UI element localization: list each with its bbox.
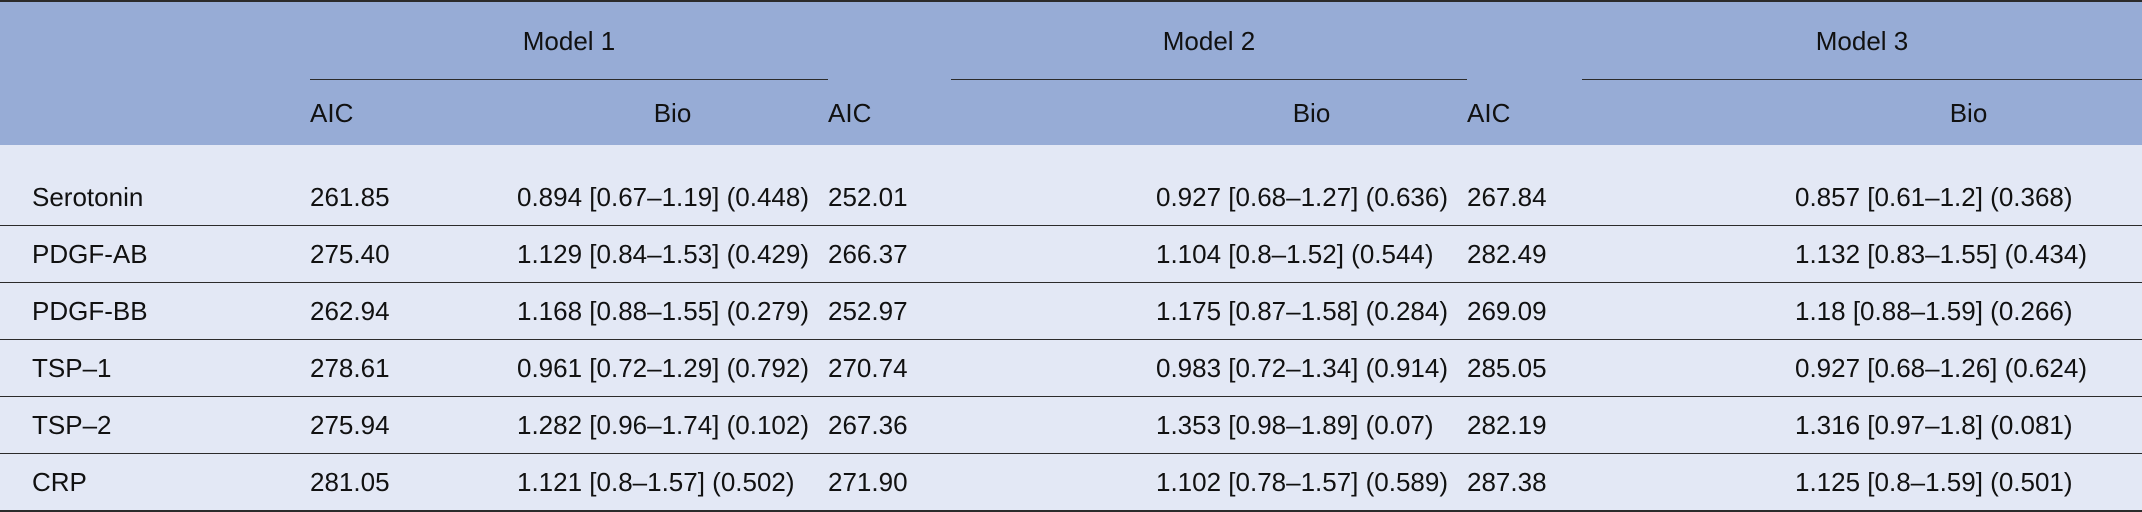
group-header-model-3: Model 3 bbox=[1582, 0, 2142, 82]
subheader-bio-model-2: Bio bbox=[1156, 82, 1467, 145]
subheader-bio-model-1: Bio bbox=[517, 82, 828, 145]
group-label-model-2: Model 2 bbox=[1162, 26, 1256, 56]
table-row: TSP–2 275.94 1.282 [0.96–1.74] (0.102) 2… bbox=[0, 396, 2142, 454]
cell-bio: 0.983 [0.72–1.34] (0.914) bbox=[1156, 339, 1467, 397]
row-label: Serotonin bbox=[0, 169, 310, 226]
table-row: PDGF-BB 262.94 1.168 [0.88–1.55] (0.279)… bbox=[0, 282, 2142, 340]
table-body: Serotonin 261.85 0.894 [0.67–1.19] (0.44… bbox=[0, 145, 2142, 512]
row-label: TSP–1 bbox=[0, 339, 310, 397]
subheader-aic-model-2: AIC bbox=[828, 82, 1156, 145]
body-spacer-row bbox=[0, 145, 2142, 169]
cell-aic: 252.01 bbox=[828, 169, 1156, 226]
cell-bio: 0.927 [0.68–1.26] (0.624) bbox=[1795, 339, 2142, 397]
cell-aic: 275.40 bbox=[310, 225, 517, 283]
group-underline-model-1 bbox=[310, 79, 828, 80]
cell-aic: 269.09 bbox=[1467, 282, 1795, 340]
cell-bio: 1.104 [0.8–1.52] (0.544) bbox=[1156, 225, 1467, 283]
cell-aic: 267.84 bbox=[1467, 169, 1795, 226]
table-row: Serotonin 261.85 0.894 [0.67–1.19] (0.44… bbox=[0, 169, 2142, 226]
cell-bio: 1.125 [0.8–1.59] (0.501) bbox=[1795, 453, 2142, 512]
cell-aic: 275.94 bbox=[310, 396, 517, 454]
cell-bio: 1.132 [0.83–1.55] (0.434) bbox=[1795, 225, 2142, 283]
cell-aic: 270.74 bbox=[828, 339, 1156, 397]
cell-aic: 266.37 bbox=[828, 225, 1156, 283]
subheader-bio-model-3: Bio bbox=[1795, 82, 2142, 145]
cell-bio: 0.927 [0.68–1.27] (0.636) bbox=[1156, 169, 1467, 226]
row-label: TSP–2 bbox=[0, 396, 310, 454]
table-row: TSP–1 278.61 0.961 [0.72–1.29] (0.792) 2… bbox=[0, 339, 2142, 397]
cell-aic: 261.85 bbox=[310, 169, 517, 226]
header-blank-cell bbox=[0, 82, 310, 145]
cell-aic: 278.61 bbox=[310, 339, 517, 397]
spacer-cell bbox=[0, 145, 2142, 169]
cell-aic: 282.19 bbox=[1467, 396, 1795, 454]
cell-bio: 0.961 [0.72–1.29] (0.792) bbox=[517, 339, 828, 397]
cell-bio: 1.18 [0.88–1.59] (0.266) bbox=[1795, 282, 2142, 340]
group-label-model-3: Model 3 bbox=[1815, 26, 1909, 56]
row-label: CRP bbox=[0, 453, 310, 512]
cell-bio: 0.857 [0.61–1.2] (0.368) bbox=[1795, 169, 2142, 226]
cell-aic: 262.94 bbox=[310, 282, 517, 340]
cell-bio: 1.168 [0.88–1.55] (0.279) bbox=[517, 282, 828, 340]
table-row: CRP 281.05 1.121 [0.8–1.57] (0.502) 271.… bbox=[0, 453, 2142, 512]
cell-aic: 252.97 bbox=[828, 282, 1156, 340]
cell-aic: 285.05 bbox=[1467, 339, 1795, 397]
cell-bio: 1.353 [0.98–1.89] (0.07) bbox=[1156, 396, 1467, 454]
table-row: PDGF-AB 275.40 1.129 [0.84–1.53] (0.429)… bbox=[0, 225, 2142, 283]
cell-aic: 281.05 bbox=[310, 453, 517, 512]
cell-bio: 1.175 [0.87–1.58] (0.284) bbox=[1156, 282, 1467, 340]
cell-bio: 1.129 [0.84–1.53] (0.429) bbox=[517, 225, 828, 283]
group-header-model-2: Model 2 bbox=[951, 0, 1467, 82]
cell-bio: 1.282 [0.96–1.74] (0.102) bbox=[517, 396, 828, 454]
cell-aic: 271.90 bbox=[828, 453, 1156, 512]
header-gap-cell bbox=[828, 0, 951, 82]
header-subcolumn-row: AIC Bio AIC Bio AIC Bio bbox=[0, 82, 2142, 145]
cell-bio: 1.121 [0.8–1.57] (0.502) bbox=[517, 453, 828, 512]
group-underline-model-3 bbox=[1582, 79, 2142, 80]
row-label: PDGF-BB bbox=[0, 282, 310, 340]
header-group-row: Model 1 Model 2 Model 3 bbox=[0, 0, 2142, 82]
table-header: Model 1 Model 2 Model 3 AIC Bio AIC bbox=[0, 0, 2142, 145]
group-label-model-1: Model 1 bbox=[522, 26, 616, 56]
group-header-model-1: Model 1 bbox=[310, 0, 828, 82]
subheader-aic-model-3: AIC bbox=[1467, 82, 1795, 145]
cell-aic: 267.36 bbox=[828, 396, 1156, 454]
group-underline-model-2 bbox=[951, 79, 1467, 80]
cell-bio: 0.894 [0.67–1.19] (0.448) bbox=[517, 169, 828, 226]
subheader-aic-model-1: AIC bbox=[310, 82, 517, 145]
row-label: PDGF-AB bbox=[0, 225, 310, 283]
cell-bio: 1.316 [0.97–1.8] (0.081) bbox=[1795, 396, 2142, 454]
header-gap-cell bbox=[1467, 0, 1582, 82]
cell-bio: 1.102 [0.78–1.57] (0.589) bbox=[1156, 453, 1467, 512]
header-blank-cell bbox=[0, 0, 310, 82]
cell-aic: 287.38 bbox=[1467, 453, 1795, 512]
cell-aic: 282.49 bbox=[1467, 225, 1795, 283]
